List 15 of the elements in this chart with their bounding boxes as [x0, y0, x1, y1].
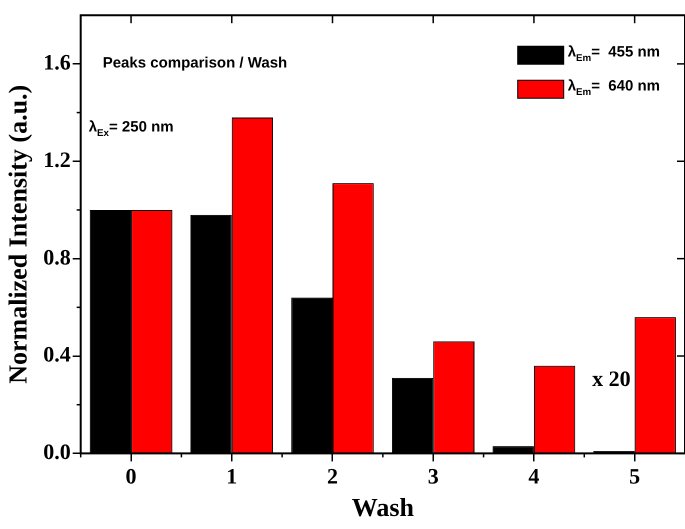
- annotation: Peaks comparison / Wash: [102, 54, 288, 72]
- annotation: x 20: [592, 366, 631, 392]
- x-tick-label: 2: [326, 463, 338, 488]
- y-tick-label: 0.8: [43, 244, 71, 270]
- x-tick-label: 3: [428, 463, 439, 488]
- x-tick-label: 0: [126, 463, 137, 488]
- x-tick-label: 5: [629, 463, 640, 488]
- x-tick-label: 4: [528, 463, 540, 488]
- y-tick-label: 0.4: [43, 342, 71, 367]
- y-axis-title: Normalized Intensity (a.u.): [3, 84, 32, 384]
- y-tick-label: 1.6: [43, 50, 71, 75]
- y-tick-label: 0.0: [43, 439, 71, 464]
- x-tick-label: 1: [226, 463, 238, 488]
- x-axis-title: Wash: [352, 493, 414, 522]
- y-tick-label: 1.2: [43, 146, 71, 172]
